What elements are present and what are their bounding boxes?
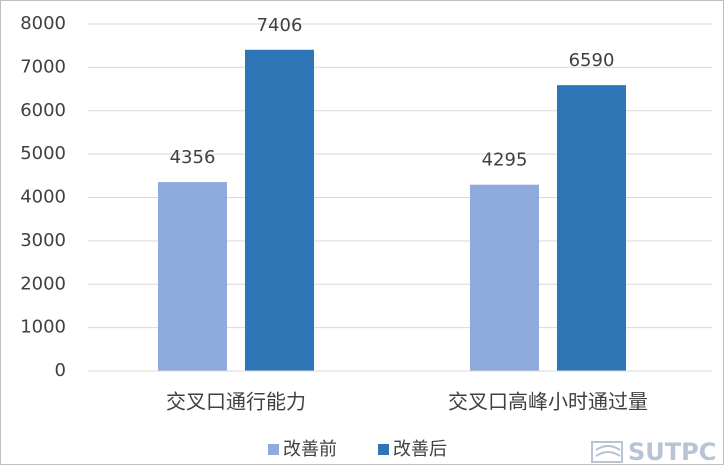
- legend-swatch: [268, 444, 279, 455]
- watermark-logo: [591, 441, 623, 463]
- bar: [245, 49, 314, 372]
- bar: [470, 184, 539, 371]
- y-tick-label: 1000: [20, 317, 66, 338]
- watermark: SUTPC: [628, 438, 716, 465]
- y-tick-label: 4000: [20, 187, 66, 208]
- legend-swatch: [378, 444, 389, 455]
- value-label: 6590: [569, 50, 615, 71]
- x-tick-label: 交叉口高峰小时通过量: [448, 390, 648, 414]
- x-tick-label: 交叉口通行能力: [166, 390, 306, 414]
- value-label: 7406: [257, 15, 303, 36]
- y-tick-label: 3000: [20, 230, 66, 251]
- bar: [557, 85, 626, 371]
- y-tick-label: 6000: [20, 100, 66, 121]
- bar: [158, 182, 227, 371]
- value-label: 4295: [482, 150, 528, 171]
- y-tick-label: 5000: [20, 143, 66, 164]
- y-tick-label: 7000: [20, 56, 66, 77]
- y-tick-label: 0: [55, 360, 66, 381]
- y-tick-label: 8000: [20, 13, 66, 34]
- legend-label: 改善前: [283, 439, 337, 460]
- value-label: 4356: [170, 147, 216, 168]
- legend-label: 改善后: [393, 439, 447, 460]
- y-tick-label: 2000: [20, 273, 66, 294]
